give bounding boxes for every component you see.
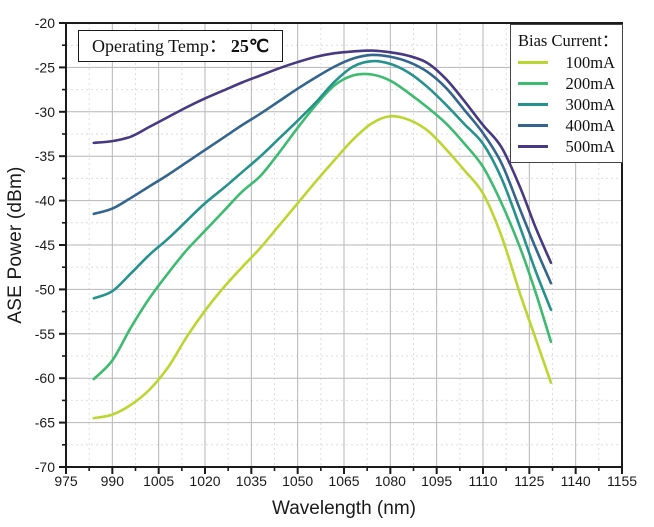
x-tick-label: 1065 (328, 473, 359, 489)
legend-line-swatch (518, 145, 548, 148)
legend-item-label: 400mA (565, 115, 616, 135)
y-tick-label: -40 (35, 193, 55, 209)
legend-item-400mA: 400mA (518, 115, 615, 136)
y-axis-title: ASE Power (dBm) (5, 166, 26, 324)
y-tick-label: -25 (35, 59, 55, 75)
annotation-value: 25℃ (230, 36, 270, 56)
legend-item-300mA: 300mA (518, 94, 615, 115)
x-tick-label: 1140 (561, 473, 591, 489)
x-tick-label: 990 (101, 473, 125, 489)
x-tick-label: 1095 (421, 473, 452, 489)
x-tick-label: 975 (54, 473, 78, 489)
y-tick-label: -35 (35, 148, 55, 164)
legend-item-label: 200mA (565, 73, 616, 93)
axis-tick-labels: 975 990 1005 1020 1035 1050 1065 1080 1095 1110 11… (35, 15, 637, 489)
y-tick-label: -50 (35, 281, 55, 297)
y-tick-label: -45 (35, 237, 55, 253)
y-tick-label: -20 (35, 15, 55, 31)
curve-200mA (92, 72, 553, 381)
legend-line-swatch (518, 124, 548, 127)
legend-item-label: 100mA (565, 52, 616, 72)
plot-border (65, 22, 623, 468)
legend-title: Bias Current： (518, 31, 619, 50)
legend-item-label: 300mA (565, 94, 616, 114)
x-tick-label: 1125 (514, 473, 544, 489)
x-tick-label: 1005 (143, 473, 174, 489)
legend-item-label: 500mA (565, 136, 616, 156)
x-tick-label: 1155 (607, 473, 637, 489)
major-gridlines (66, 23, 622, 467)
legend-box: Bias Current： 100mA 200mA 300mA 400mA 500mA (510, 24, 623, 163)
x-tick-label: 1110 (468, 473, 497, 489)
y-tick-label: -55 (35, 326, 55, 342)
curve-300mA (92, 59, 553, 312)
legend-line-swatch (518, 103, 548, 106)
y-tick-label: -60 (35, 370, 55, 386)
operating-temp-annotation: Operating Temp： 25℃ (78, 30, 284, 62)
x-tick-label: 1050 (282, 473, 313, 489)
data-curves (92, 49, 553, 420)
annotation-label: Operating Temp： (92, 36, 227, 56)
axis-ticks (59, 22, 623, 474)
y-tick-label: -30 (35, 104, 55, 120)
legend-line-swatch (518, 61, 548, 64)
legend-item-200mA: 200mA (518, 73, 615, 94)
legend-item-100mA: 100mA (518, 52, 615, 73)
x-axis-title: Wavelength (nm) (272, 498, 416, 519)
y-tick-label: -65 (35, 415, 55, 431)
curve-100mA (92, 114, 553, 420)
legend-item-500mA: 500mA (518, 136, 615, 157)
x-tick-label: 1035 (236, 473, 267, 489)
x-tick-label: 1020 (189, 473, 220, 489)
x-tick-label: 1080 (375, 473, 406, 489)
curve-400mA (92, 53, 553, 285)
y-tick-label: -70 (35, 459, 55, 475)
curve-500mA (92, 49, 553, 265)
legend-line-swatch (518, 82, 548, 85)
